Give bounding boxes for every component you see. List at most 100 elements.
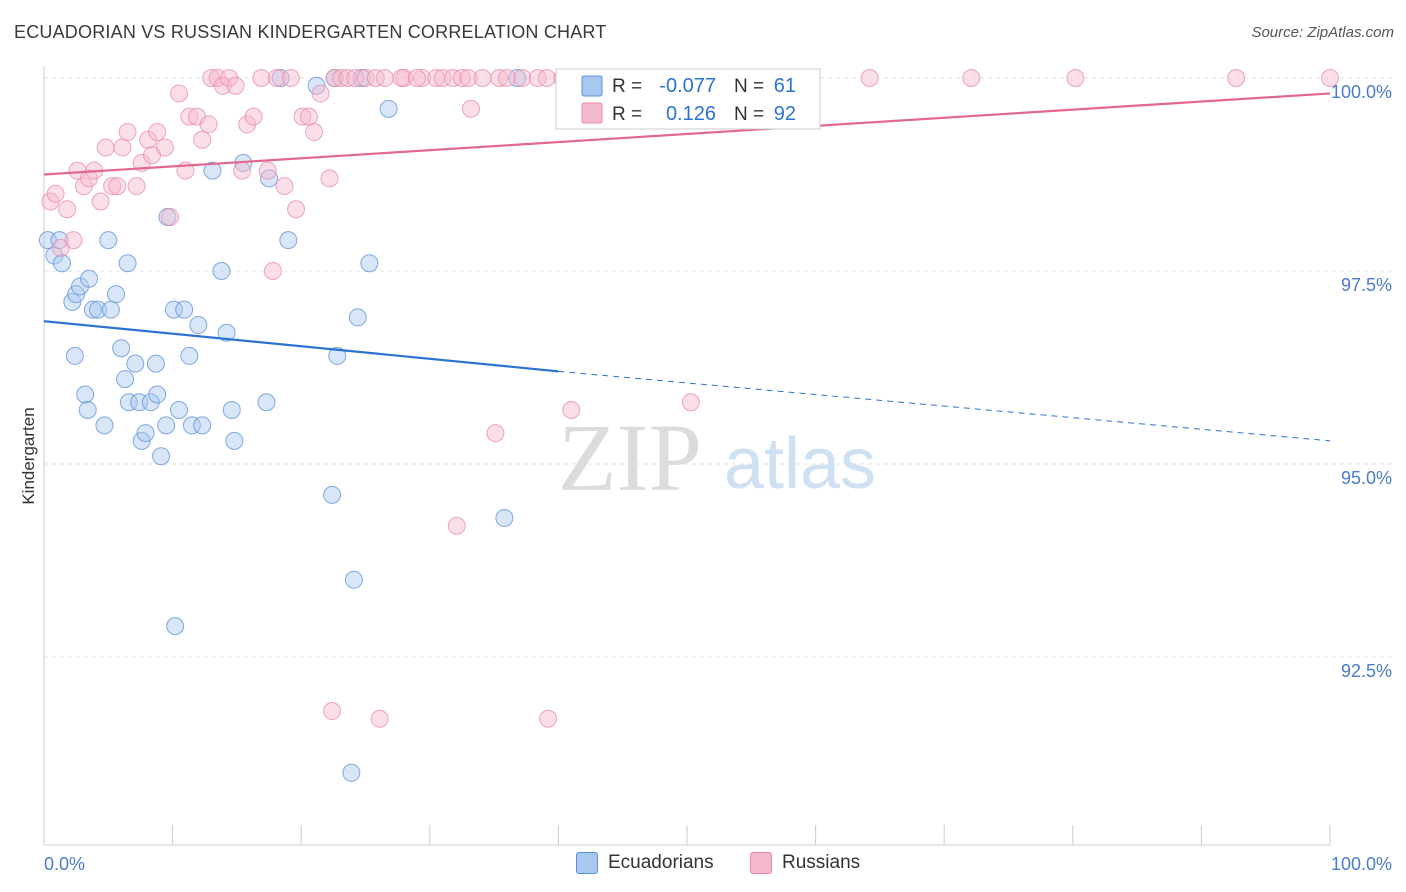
data-point-ecuadorians: [95, 416, 114, 435]
data-point-russians: [346, 69, 365, 87]
legend-r-value-1: -0.077: [659, 75, 716, 97]
data-point-russians: [155, 138, 174, 157]
data-point-russians: [323, 702, 342, 721]
data-point-russians: [473, 69, 492, 87]
data-point-russians: [370, 709, 389, 728]
legend-swatch-russians: [750, 852, 772, 874]
data-point-ecuadorians: [157, 416, 176, 435]
data-point-russians: [238, 115, 257, 134]
data-point-russians: [356, 69, 375, 87]
watermark-atlas: atlas: [724, 424, 876, 504]
data-point-ecuadorians: [164, 300, 183, 319]
data-point-ecuadorians: [352, 69, 371, 87]
data-point-russians: [562, 400, 581, 419]
data-point-russians: [433, 69, 452, 87]
x-tick-label: 0.0%: [44, 854, 85, 874]
source-label: Source: ZipAtlas.com: [1251, 24, 1394, 41]
data-point-russians: [860, 69, 879, 87]
data-point-ecuadorians: [260, 169, 279, 188]
data-point-russians: [161, 207, 180, 226]
data-point-russians: [180, 107, 199, 126]
data-point-russians: [118, 123, 137, 142]
data-point-russians: [108, 177, 127, 196]
data-point-russians: [91, 192, 110, 211]
data-point-ecuadorians: [279, 231, 298, 250]
trend-line-extension-ecuadorians: [558, 370, 1331, 442]
legend-item-russians[interactable]: Russians: [750, 852, 860, 874]
data-point-ecuadorians: [146, 354, 165, 373]
data-point-russians: [103, 177, 122, 196]
data-point-ecuadorians: [222, 400, 241, 419]
data-point-russians: [139, 130, 158, 149]
data-point-russians: [252, 69, 271, 87]
data-point-ecuadorians: [189, 316, 208, 335]
data-point-ecuadorians: [80, 269, 99, 288]
data-point-ecuadorians: [152, 447, 171, 466]
data-point-russians: [325, 69, 344, 87]
data-point-ecuadorians: [112, 339, 131, 358]
data-point-ecuadorians: [118, 254, 137, 273]
data-point-russians: [58, 200, 77, 219]
data-point-russians: [213, 76, 232, 95]
data-point-russians: [338, 69, 357, 87]
data-point-russians: [332, 69, 351, 87]
legend-n-label-2: N =: [734, 104, 764, 125]
data-point-russians: [293, 107, 312, 126]
y-tick-label: 97.5%: [1341, 275, 1392, 295]
data-point-ecuadorians: [182, 416, 201, 435]
data-point-russians: [220, 69, 239, 87]
data-point-ecuadorians: [360, 254, 379, 273]
data-point-russians: [193, 130, 212, 149]
data-point-russians: [461, 99, 480, 118]
y-tick-label: 100.0%: [1331, 82, 1392, 102]
data-point-ecuadorians: [126, 354, 145, 373]
legend-r-label-2: R =: [612, 104, 642, 125]
data-point-russians: [275, 177, 294, 196]
data-point-ecuadorians: [116, 370, 135, 389]
data-point-russians: [311, 84, 330, 103]
data-point-russians: [486, 424, 505, 443]
watermark-zip: ZIP: [558, 404, 702, 511]
data-point-ecuadorians: [83, 300, 102, 319]
data-point-russians: [258, 161, 277, 180]
trend-lines: [43, 92, 1331, 442]
y-axis-label: Kindergarten: [19, 407, 38, 504]
legend-swatch-ecuadorians: [576, 852, 598, 874]
data-point-ecuadorians: [107, 285, 126, 304]
data-point-russians: [537, 69, 556, 87]
data-point-russians: [513, 69, 532, 87]
legend-item-ecuadorians[interactable]: Ecuadorians: [576, 852, 714, 874]
data-point-ecuadorians: [379, 99, 398, 118]
data-point-russians: [413, 69, 432, 87]
data-point-russians: [46, 184, 65, 203]
watermark: ZIP atlas: [558, 404, 876, 511]
legend-n-value-2: 92: [774, 103, 796, 125]
data-point-russians: [226, 76, 245, 95]
data-point-ecuadorians: [166, 617, 185, 636]
data-point-russians: [267, 69, 286, 87]
legend-box: R = -0.077 N = 61 R = 0.126 N = 92: [555, 68, 821, 130]
data-point-ecuadorians: [508, 69, 527, 87]
x-tick-label: 100.0%: [1331, 854, 1392, 874]
data-point-ecuadorians: [271, 69, 290, 87]
data-point-ecuadorians: [180, 346, 199, 365]
data-point-ecuadorians: [170, 400, 189, 419]
data-point-russians: [1066, 69, 1085, 87]
tick-labels: 92.5% 95.0% 97.5% 100.0% 0.0% 100.0%: [44, 82, 1392, 874]
data-point-russians: [263, 262, 282, 280]
data-point-ecuadorians: [71, 277, 90, 296]
data-point-russians: [233, 161, 252, 180]
data-point-russians: [375, 69, 394, 87]
data-point-russians: [96, 138, 115, 157]
legend-n-value-1: 61: [774, 75, 796, 97]
data-point-ecuadorians: [212, 262, 231, 280]
data-point-ecuadorians: [119, 393, 138, 412]
data-point-russians: [281, 69, 300, 87]
data-point-russians: [148, 123, 167, 142]
data-point-ecuadorians: [136, 424, 155, 443]
data-point-russians: [443, 69, 462, 87]
data-point-ecuadorians: [323, 485, 342, 504]
data-point-ecuadorians: [495, 509, 514, 528]
data-point-russians: [113, 138, 132, 157]
